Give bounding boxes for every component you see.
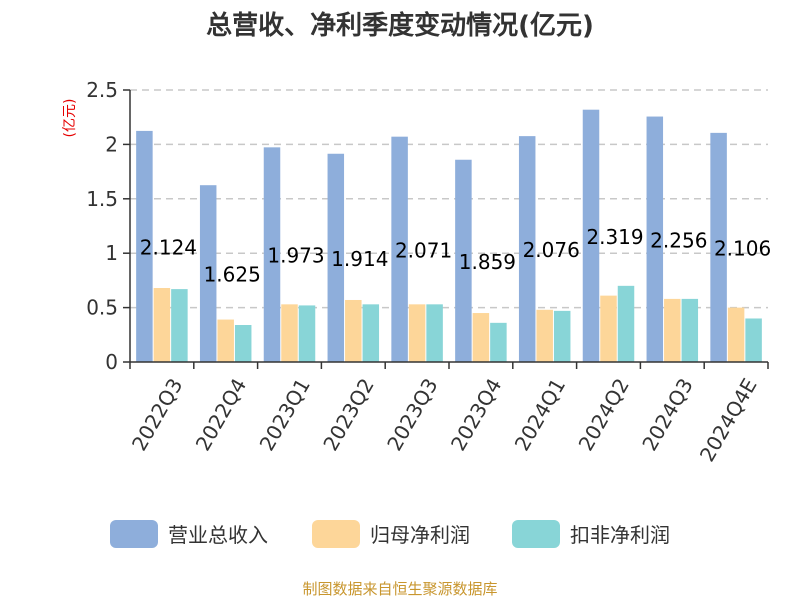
y-tick-label: 0 — [105, 350, 118, 374]
legend-swatch[interactable] — [110, 520, 158, 548]
bar-1[interactable] — [199, 185, 217, 362]
y-axis-label: (亿元) — [62, 99, 78, 138]
data-label: 1.625 — [204, 263, 261, 287]
bar-3[interactable] — [490, 322, 507, 362]
y-tick-label: 2.5 — [86, 78, 118, 102]
legend-label[interactable]: 扣非净利润 — [570, 523, 670, 547]
data-label: 2.319 — [586, 225, 643, 249]
bar-2[interactable] — [281, 304, 298, 362]
source-note: 制图数据来自恒生聚源数据库 — [302, 580, 497, 598]
x-tick-label: 2022Q3 — [127, 374, 187, 455]
data-label: 2.106 — [714, 236, 771, 260]
data-label: 2.071 — [395, 238, 452, 262]
bars — [136, 109, 762, 362]
bar-2[interactable] — [472, 313, 490, 362]
chart-title: 总营收、净利季度变动情况(亿元) — [206, 10, 594, 41]
bar-1[interactable] — [391, 136, 408, 362]
bar-3[interactable] — [426, 304, 443, 362]
x-tick-label: 2023Q3 — [382, 374, 442, 455]
data-label: 2.256 — [650, 228, 707, 252]
legend-swatch[interactable] — [312, 520, 360, 548]
x-tick-label: 2023Q2 — [318, 374, 378, 455]
bar-2[interactable] — [345, 299, 362, 362]
bar-2[interactable] — [664, 298, 681, 362]
bar-2[interactable] — [217, 319, 234, 362]
x-tick-label: 2024Q4E — [695, 374, 762, 466]
y-ticks: 0 0.5 1 1.5 2 2.5 — [86, 78, 130, 374]
x-tick-label: 2023Q1 — [255, 374, 315, 455]
bar-2[interactable] — [408, 304, 426, 362]
bar-2[interactable] — [536, 309, 553, 362]
y-tick-label: 0.5 — [86, 296, 118, 320]
y-tick-label: 1.5 — [86, 187, 118, 211]
bar-1[interactable] — [327, 153, 345, 362]
bar-1[interactable] — [455, 159, 472, 362]
legend-label[interactable]: 归母净利润 — [370, 523, 470, 547]
data-label: 2.076 — [523, 238, 580, 262]
bar-3[interactable] — [298, 305, 316, 362]
data-label: 1.973 — [267, 244, 324, 268]
bar-1[interactable] — [136, 130, 153, 362]
x-tick-label: 2024Q3 — [637, 374, 697, 455]
bar-2[interactable] — [600, 295, 617, 362]
y-tick-label: 2 — [105, 132, 118, 156]
x-tick-label: 2022Q4 — [191, 374, 251, 455]
bar-1[interactable] — [582, 109, 600, 362]
legend[interactable]: 营业总收入 归母净利润 扣非净利润 — [110, 520, 670, 548]
bar-3[interactable] — [745, 318, 762, 362]
x-ticks: 2022Q3 2022Q4 2023Q1 2023Q2 2023Q3 2023Q4 2024… — [127, 362, 769, 466]
bar-3[interactable] — [617, 285, 635, 362]
bar-3[interactable] — [362, 304, 380, 362]
bar-1[interactable] — [710, 132, 727, 362]
legend-swatch[interactable] — [512, 520, 560, 548]
legend-label[interactable]: 营业总收入 — [168, 523, 268, 547]
bar-2[interactable] — [153, 288, 171, 362]
y-tick-label: 1 — [105, 241, 118, 265]
x-tick-label: 2024Q1 — [510, 374, 570, 455]
data-label: 2.124 — [140, 235, 197, 259]
bar-2[interactable] — [727, 307, 745, 362]
bar-3[interactable] — [171, 289, 188, 362]
data-label: 1.914 — [331, 247, 388, 271]
bar-3[interactable] — [234, 325, 252, 362]
bar-1[interactable] — [263, 147, 281, 362]
bar-1[interactable] — [518, 136, 536, 362]
x-tick-label: 2023Q4 — [446, 374, 506, 455]
bar-3[interactable] — [553, 310, 571, 362]
bar-1[interactable] — [646, 116, 664, 362]
x-tick-label: 2024Q2 — [574, 374, 634, 455]
data-label: 1.859 — [459, 250, 516, 274]
bar-3[interactable] — [681, 298, 699, 362]
